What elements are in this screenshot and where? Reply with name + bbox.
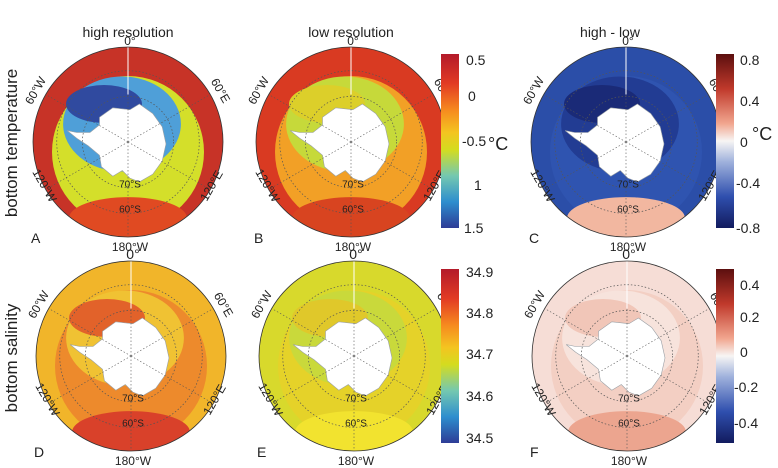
panel-letter-E: E — [257, 444, 266, 460]
colorbar-temperature — [441, 54, 459, 228]
panel-letter-C: C — [529, 230, 539, 246]
cb-temp-tick-5: 1.5 — [464, 220, 484, 236]
cb-temp-tick-4: 1 — [474, 177, 482, 193]
cb-sdiff-tick-3: 0 — [740, 344, 748, 360]
cb-temp-tick-3: -0.5 — [462, 133, 486, 149]
lon-label-0: 0° — [622, 34, 634, 48]
cb-sal-tick-5: 34.5 — [466, 430, 493, 446]
cb-temp-tick-1: 0.5 — [466, 52, 486, 68]
cb-tdiff-tick-3: 0 — [740, 134, 748, 150]
map-border — [32, 46, 224, 238]
lat-label-60s: 60°S — [618, 418, 640, 429]
antarctica-landmass — [70, 317, 170, 397]
antarctica-landmass — [565, 103, 665, 183]
cb-sdiff-tick-2: 0.2 — [740, 309, 760, 325]
lat-label-60s: 60°S — [119, 204, 141, 215]
lat-ring-60 — [555, 284, 699, 428]
cb-sal-tick-4: 34.6 — [466, 388, 493, 404]
column-title-low: low resolution — [308, 24, 394, 40]
antarctica-landmass — [566, 317, 666, 397]
cb-sdiff-tick-5: -0.4 — [734, 415, 758, 431]
lon-label-0: 0° — [349, 246, 362, 262]
column-title-high: high resolution — [82, 24, 173, 40]
lat-label-70s: 70°S — [342, 180, 364, 191]
cb-sal-tick-3: 34.7 — [466, 346, 493, 362]
lon-label-180w: 180°W — [338, 454, 375, 468]
panel-letter-A: A — [31, 230, 41, 246]
cb-temp-unit: °C — [488, 134, 508, 154]
lon-label-0: 0° — [124, 34, 136, 48]
colorbar-salinity-diff — [716, 269, 734, 443]
map-panel-E — [258, 260, 450, 452]
cb-sal-tick-2: 34.8 — [466, 305, 493, 321]
map-panel-A — [32, 46, 224, 238]
panel-letter-B: B — [254, 230, 263, 246]
cb-sdiff-tick-1: 0.4 — [740, 277, 760, 293]
lon-label-0: 0° — [622, 246, 635, 262]
lon-label-0: 0° — [347, 34, 359, 48]
lat-ring-60 — [279, 70, 423, 214]
cb-tdiff-tick-4: -0.4 — [736, 175, 760, 191]
lat-label-60s: 60°S — [342, 204, 364, 215]
lon-label-180w: 180°W — [611, 454, 648, 468]
lat-label-70s: 70°S — [618, 394, 640, 405]
antarctica-landmass — [293, 317, 393, 397]
cb-tdiff-tick-5: -0.8 — [736, 220, 760, 236]
map-panel-D — [35, 260, 227, 452]
map-panel-C — [530, 46, 722, 238]
panel-letter-F: F — [530, 444, 539, 460]
lon-label-0: 0° — [126, 246, 139, 262]
lat-label-70s: 70°S — [122, 394, 144, 405]
map-field-C — [531, 47, 721, 237]
lon-label-180w: 180°W — [610, 240, 647, 254]
lat-label-70s: 70°S — [119, 180, 141, 191]
map-field-E — [259, 261, 449, 451]
lat-ring-60 — [59, 284, 203, 428]
lat-label-70s: 70°S — [617, 180, 639, 191]
map-panel-F — [531, 260, 723, 452]
lat-label-60s: 60°S — [122, 418, 144, 429]
colorbar-temperature-diff — [716, 54, 734, 228]
lat-ring-60 — [282, 284, 426, 428]
panel-letter-D: D — [34, 444, 44, 460]
column-title-diff: high - low — [580, 24, 641, 40]
map-field-B — [256, 47, 446, 237]
lat-label-60s: 60°S — [617, 204, 639, 215]
colorbar-salinity — [441, 269, 459, 443]
lat-ring-60 — [56, 70, 200, 214]
cb-tdiff-unit: °C — [752, 124, 772, 144]
row-title-temperature: bottom temperature — [2, 69, 21, 217]
antarctica-landmass — [290, 103, 390, 183]
lon-label-180w: 180°W — [335, 240, 372, 254]
lat-label-60s: 60°S — [345, 418, 367, 429]
cb-temp-tick-2: 0 — [468, 88, 476, 104]
cb-tdiff-tick-2: 0.4 — [740, 93, 760, 109]
row-title-salinity: bottom salinity — [2, 303, 21, 412]
map-panel-B — [255, 46, 447, 238]
map-field-F — [532, 261, 722, 451]
lat-ring-60 — [554, 70, 698, 214]
lon-label-180w: 180°W — [115, 454, 152, 468]
map-border — [35, 260, 227, 452]
cb-sal-tick-1: 34.9 — [466, 264, 493, 280]
cb-sdiff-tick-4: -0.2 — [734, 379, 758, 395]
map-field-A — [33, 47, 223, 237]
lat-label-70s: 70°S — [345, 394, 367, 405]
antarctica-landmass — [67, 103, 167, 183]
map-field-D — [36, 261, 226, 451]
lon-label-180w: 180°W — [112, 240, 149, 254]
cb-tdiff-tick-1: 0.8 — [740, 52, 760, 68]
